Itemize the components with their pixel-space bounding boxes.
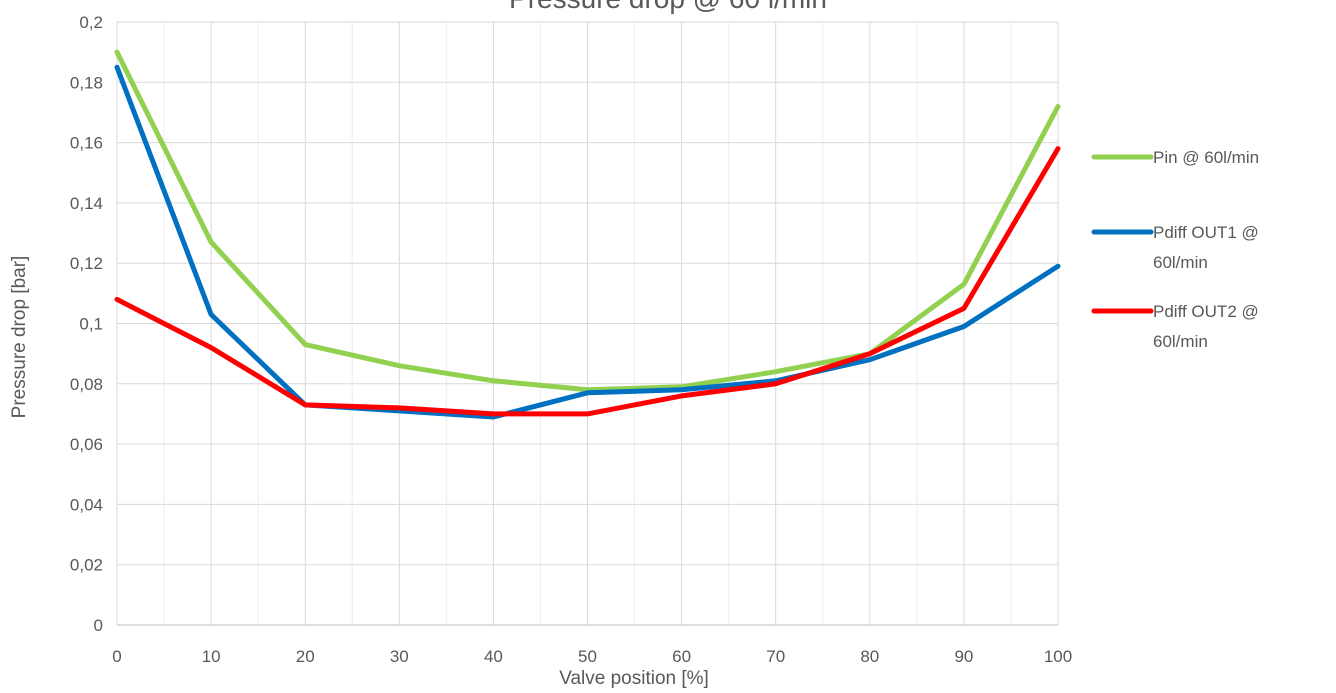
legend-label-2: 60l/min [1153,253,1208,272]
x-tick-label: 70 [766,647,785,666]
y-axis-title: Pressure drop [bar] [9,256,30,419]
series-line-3 [114,146,1061,417]
y-tick-label: 0,1 [79,315,103,334]
chart-title: Pressure drop @ 60 l/min [509,0,827,14]
legend-label-1: Pin @ 60l/min [1153,148,1259,167]
x-tick-label: 30 [390,647,409,666]
grid-layer [116,21,1059,626]
x-tick-label: 80 [860,647,879,666]
series-line-1 [114,49,1061,393]
y-tick-label: 0,08 [70,375,103,394]
x-tick-label: 60 [672,647,691,666]
x-tick-label: 100 [1044,647,1072,666]
x-axis-title: Valve position [%] [559,668,709,689]
y-tick-label: 0,2 [79,13,103,32]
x-tick-label: 40 [484,647,503,666]
series-line-2 [114,64,1061,420]
legend: Pin @ 60l/min Pdiff OUT1 @ 60l/min Pdiff OU… [1091,148,1259,351]
y-tick-label: 0,12 [70,254,103,273]
y-tick-label: 0,16 [70,134,103,153]
legend-label-2: Pdiff OUT1 @ [1153,223,1259,242]
legend-label-3: 60l/min [1153,332,1208,351]
legend-label-3: Pdiff OUT2 @ [1153,302,1259,321]
y-tick-label: 0,02 [70,556,103,575]
tick-layer: 0 0,02 0,04 0,06 0,08 0,1 0,12 0,14 0,16 0,18 0,2 0… [70,13,1072,666]
x-tick-label: 50 [578,647,597,666]
y-tick-label: 0 [94,616,103,635]
y-tick-label: 0,06 [70,435,103,454]
y-tick-label: 0,18 [70,73,103,92]
x-tick-label: 90 [954,647,973,666]
y-tick-label: 0,04 [70,495,103,514]
series-layer [114,49,1061,420]
x-tick-label: 10 [202,647,221,666]
x-tick-label: 0 [112,647,121,666]
y-tick-label: 0,14 [70,194,103,213]
x-tick-label: 20 [296,647,315,666]
